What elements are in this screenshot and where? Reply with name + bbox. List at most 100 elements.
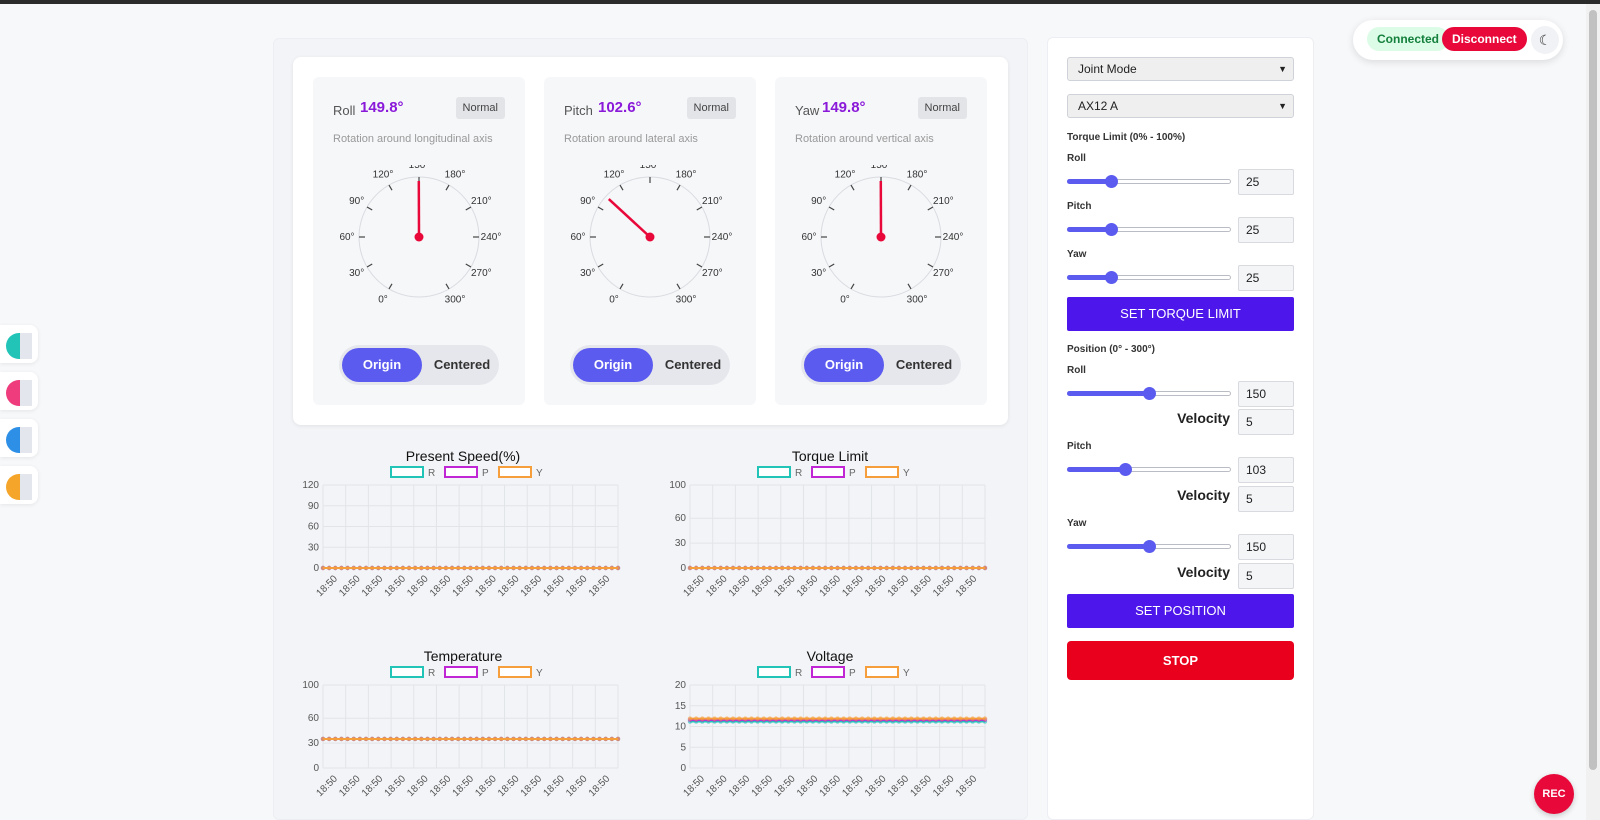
set-torque-limit-button[interactable]: SET TORQUE LIMIT	[1067, 297, 1294, 331]
data-point	[872, 716, 877, 721]
torque-pitch-slider[interactable]	[1067, 218, 1231, 242]
data-point	[958, 716, 963, 721]
x-tick-label: 18:50	[840, 773, 866, 799]
slider-knob[interactable]	[1118, 463, 1132, 476]
torque-pitch-input[interactable]: 25	[1238, 217, 1294, 243]
data-point	[890, 565, 896, 571]
torque-yaw-slider[interactable]	[1067, 266, 1231, 290]
data-point	[866, 565, 871, 571]
data-point	[976, 565, 982, 571]
x-tick-label: 18:50	[383, 773, 409, 799]
slider-knob[interactable]	[1104, 223, 1118, 236]
x-tick-label: 18:50	[863, 573, 889, 599]
pitch-origin-button[interactable]: Origin	[573, 348, 653, 382]
x-tick-label: 18:50	[727, 773, 753, 799]
dial-label: 30°	[580, 268, 595, 279]
page-scrollbar[interactable]	[1586, 4, 1600, 820]
x-tick-label: 18:50	[681, 773, 707, 799]
data-point	[406, 565, 412, 571]
data-point	[486, 565, 492, 571]
data-point	[351, 736, 356, 742]
status-badge: Normal	[686, 97, 736, 119]
x-tick-label: 18:50	[314, 773, 340, 799]
data-point	[859, 565, 865, 571]
data-point	[823, 716, 828, 721]
record-button[interactable]: REC	[1534, 774, 1574, 814]
chart-title: Present Speed(%)	[406, 448, 520, 464]
slider-knob[interactable]	[1142, 387, 1156, 400]
data-point	[730, 565, 736, 571]
dial-label: 60°	[570, 232, 585, 243]
chart-title: Temperature	[424, 648, 503, 664]
roll-velocity-input[interactable]: 5	[1238, 409, 1294, 435]
yaw-origin-button[interactable]: Origin	[804, 348, 884, 382]
data-point	[829, 565, 834, 571]
dial-hub	[876, 232, 886, 242]
pitch-velocity-input[interactable]: 5	[1238, 486, 1294, 512]
legend-swatch	[390, 666, 424, 678]
torque-roll-input[interactable]: 25	[1238, 169, 1294, 195]
x-tick-label: 18:50	[337, 573, 363, 599]
slider-knob[interactable]	[1104, 175, 1118, 188]
data-point	[724, 565, 730, 571]
x-tick-label: 18:50	[541, 773, 567, 799]
data-point	[560, 736, 565, 742]
x-tick-label: 18:50	[931, 573, 957, 599]
side-tab-blue[interactable]	[0, 419, 38, 457]
position-yaw-slider[interactable]	[1067, 535, 1231, 559]
y-tick-label: 100	[669, 480, 686, 491]
torque-roll-slider[interactable]	[1067, 170, 1231, 194]
side-tab-teal[interactable]	[0, 325, 38, 363]
data-point	[542, 565, 547, 571]
slider-knob[interactable]	[1104, 271, 1118, 284]
dial-label: 30°	[811, 268, 826, 279]
scrollbar-thumb[interactable]	[1589, 10, 1597, 770]
data-point	[529, 565, 535, 571]
data-point	[554, 736, 559, 742]
dial-tick	[828, 206, 835, 211]
roll-origin-button[interactable]: Origin	[342, 348, 422, 382]
data-point	[597, 565, 602, 571]
position-roll-slider[interactable]	[1067, 382, 1231, 406]
legend-label: R	[428, 468, 435, 479]
torque-yaw-input[interactable]: 25	[1238, 265, 1294, 291]
data-point	[382, 565, 387, 571]
dial-label: 180°	[907, 170, 928, 181]
data-point	[970, 716, 975, 721]
stop-button[interactable]: STOP	[1067, 641, 1294, 680]
side-tab-pink[interactable]	[0, 372, 38, 410]
side-tab-orange[interactable]	[0, 466, 38, 504]
disconnect-button[interactable]: Disconnect	[1442, 27, 1527, 51]
data-point	[326, 736, 332, 742]
position-pitch-slider[interactable]	[1067, 458, 1231, 482]
x-tick-label: 18:50	[519, 573, 545, 599]
data-point	[566, 736, 572, 742]
torque-yaw-label: Yaw	[1067, 249, 1087, 260]
data-point	[474, 565, 479, 571]
position-roll-input[interactable]: 150	[1238, 381, 1294, 407]
data-point	[419, 565, 424, 571]
data-point	[853, 716, 859, 721]
set-position-button[interactable]: SET POSITION	[1067, 594, 1294, 628]
data-point	[499, 736, 504, 742]
data-point	[480, 736, 485, 742]
yaw-velocity-input[interactable]: 5	[1238, 563, 1294, 589]
model-select-value: AX12 A	[1078, 99, 1119, 113]
dial-tick	[388, 184, 393, 191]
dial-tick	[907, 184, 912, 191]
position-pitch-input[interactable]: 103	[1238, 457, 1294, 483]
connection-status-bar: Connected Disconnect ☾	[1353, 20, 1563, 60]
model-select[interactable]: AX12 A ▼	[1067, 94, 1294, 118]
theme-toggle-button[interactable]: ☾	[1531, 26, 1559, 54]
dial-label: 90°	[811, 196, 826, 207]
pitch-centered-button[interactable]: Centered	[664, 357, 722, 372]
slider-knob[interactable]	[1142, 540, 1156, 553]
yaw-centered-button[interactable]: Centered	[895, 357, 953, 372]
data-point	[749, 565, 754, 571]
roll-centered-button[interactable]: Centered	[433, 357, 491, 372]
mode-select[interactable]: Joint Mode ▼	[1067, 57, 1294, 81]
pitch-mode-toggle: Origin Centered	[570, 345, 730, 385]
data-point	[804, 565, 809, 571]
data-point	[909, 716, 914, 721]
position-yaw-input[interactable]: 150	[1238, 534, 1294, 560]
